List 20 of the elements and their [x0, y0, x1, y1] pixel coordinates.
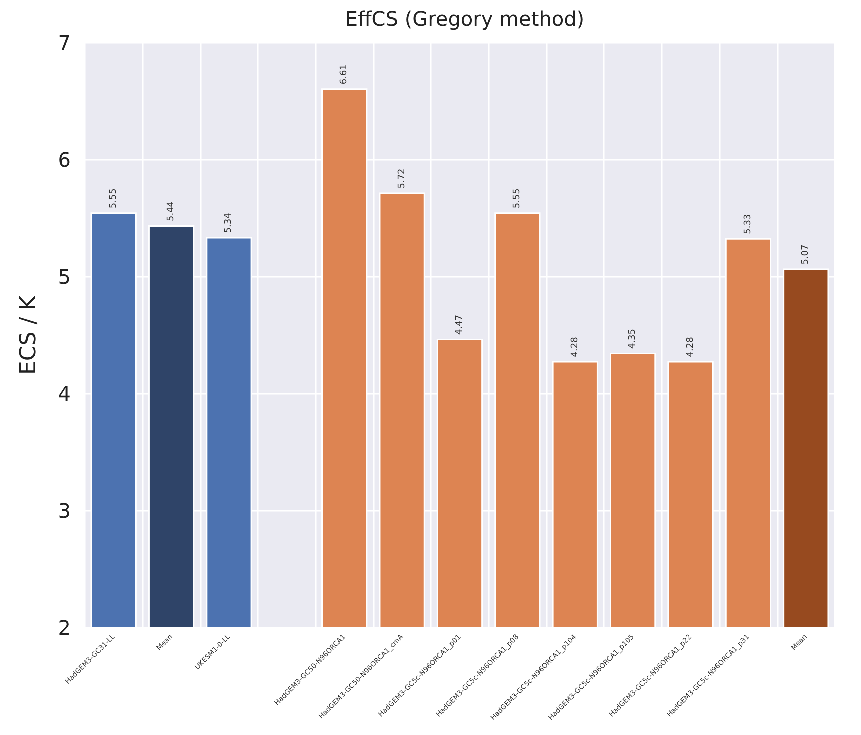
data-label: 6.61 — [340, 64, 350, 85]
data-label: 4.47 — [455, 314, 465, 336]
data-label: 5.44 — [166, 201, 177, 222]
y-tick-label: 3 — [58, 499, 71, 523]
data-label: 5.55 — [512, 188, 523, 209]
data-label: 4.35 — [628, 329, 638, 350]
data-label: 5.34 — [224, 212, 234, 234]
data-label: 4.28 — [686, 336, 696, 358]
y-tick-label: 7 — [58, 31, 71, 55]
chart-title: EffCS (Gregory method) — [345, 7, 585, 31]
data-label: 5.33 — [743, 214, 754, 234]
data-label: 5.07 — [801, 244, 812, 265]
y-tick-label: 4 — [58, 382, 71, 406]
y-tick-label: 2 — [58, 616, 71, 640]
data-label: 4.28 — [570, 336, 580, 358]
data-label: 5.55 — [108, 188, 119, 209]
y-axis-title: ECS / K — [16, 295, 42, 376]
y-tick-label: 6 — [58, 148, 71, 172]
y-tick-label: 5 — [58, 265, 71, 289]
data-label: 5.72 — [397, 168, 408, 189]
